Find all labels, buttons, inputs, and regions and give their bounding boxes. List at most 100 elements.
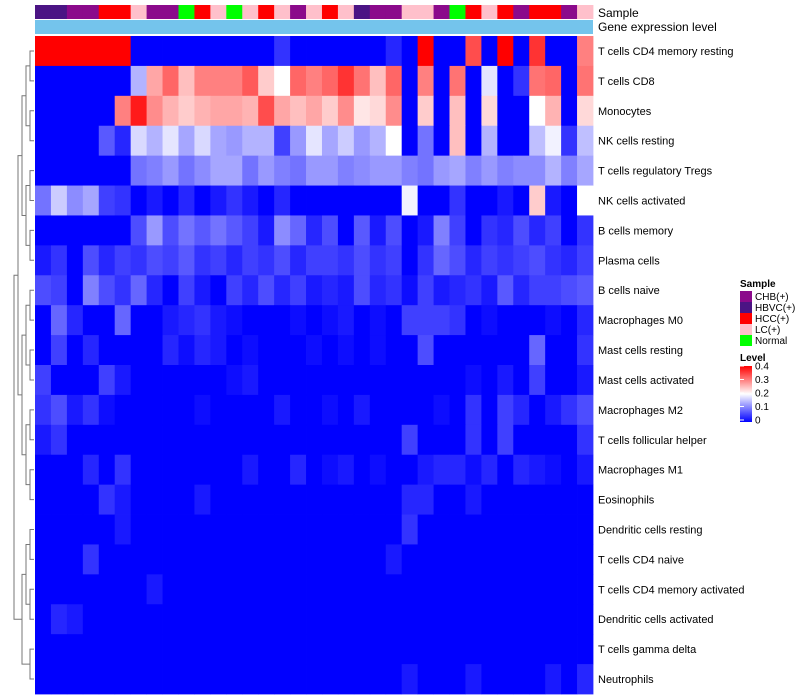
heatmap-cell [545, 454, 562, 486]
heatmap-cell [401, 454, 419, 486]
heatmap-cell [497, 634, 514, 665]
sample-legend-swatch [740, 302, 752, 313]
sample-annotation-cell [545, 5, 562, 19]
heatmap-cell [337, 125, 355, 157]
heatmap-cell [545, 514, 562, 545]
heatmap-cell [82, 65, 100, 97]
heatmap-cell [337, 305, 355, 336]
heatmap-cell [162, 65, 179, 97]
heatmap-cell [481, 65, 498, 97]
heatmap-cell [50, 95, 68, 127]
heatmap-cell [130, 245, 147, 276]
heatmap-cell [274, 95, 291, 127]
heatmap-cell [401, 185, 419, 216]
heatmap-cell [353, 245, 371, 276]
heatmap-cell [178, 65, 195, 97]
heatmap-cell [146, 574, 163, 605]
heatmap-cell [194, 245, 211, 276]
heatmap-cell [321, 36, 339, 67]
heatmap-cell [194, 574, 211, 605]
dendrogram-branch [13, 274, 22, 620]
heatmap-cell [465, 544, 482, 575]
heatmap-cell [50, 185, 68, 216]
heatmap-cell [369, 155, 387, 186]
heatmap-cell [417, 185, 434, 216]
heatmap-cell [35, 185, 52, 216]
heatmap-cell [337, 544, 355, 575]
heatmap-cell [82, 335, 100, 366]
heatmap-cell [50, 275, 68, 306]
heatmap-cell [481, 155, 498, 186]
heatmap-cell [66, 36, 84, 67]
heatmap-cell [513, 36, 530, 67]
heatmap-cell [210, 36, 227, 67]
heatmap-cell [529, 544, 546, 575]
heatmap-cell [258, 185, 275, 216]
heatmap-cell [146, 245, 163, 276]
heatmap-cell [337, 634, 355, 665]
heatmap-cell [513, 65, 530, 97]
heatmap-cell [114, 36, 132, 67]
sample-annotation-cell [178, 5, 195, 19]
heatmap-cell [35, 604, 52, 635]
heatmap-cell [577, 484, 594, 515]
heatmap-cell [258, 215, 275, 246]
heatmap-cell [433, 484, 450, 515]
heatmap-cell [210, 245, 227, 276]
heatmap-cell [290, 394, 307, 426]
heatmap-cell [146, 394, 163, 426]
heatmap-cell [353, 185, 371, 216]
heatmap-cell [290, 305, 307, 336]
heatmap-cell [545, 424, 562, 456]
heatmap-cell [385, 36, 403, 67]
heatmap-cell [50, 514, 68, 545]
heatmap-cell [35, 664, 52, 695]
heatmap-cell [321, 664, 339, 695]
row-label: Eosinophils [598, 495, 655, 507]
heatmap-cell [465, 335, 482, 366]
heatmap-cell [465, 305, 482, 336]
heatmap-cell [481, 514, 498, 545]
heatmap-cell [577, 634, 594, 665]
heatmap-cell [146, 215, 163, 246]
heatmap-cell [130, 305, 147, 336]
heatmap-cell [321, 574, 339, 605]
heatmap-cell [35, 574, 52, 605]
heatmap-cell [401, 424, 419, 456]
heatmap-cell [545, 365, 562, 396]
heatmap-cell [66, 275, 84, 306]
heatmap-cell [385, 454, 403, 486]
heatmap-cell [130, 454, 147, 486]
heatmap-cell [35, 36, 52, 67]
heatmap-cell [337, 574, 355, 605]
heatmap-cell [210, 65, 227, 97]
heatmap-cell [194, 544, 211, 575]
heatmap-cell [82, 275, 100, 306]
heatmap-cell [465, 36, 482, 67]
row-label: B cells memory [598, 225, 674, 237]
sample-annotation-cell [417, 5, 434, 19]
heatmap-cell [481, 335, 498, 366]
heatmap-cell [98, 36, 116, 67]
column-annotation-bars [35, 5, 594, 34]
heatmap-cell [497, 125, 514, 157]
heatmap-cell [290, 36, 307, 67]
heatmap-cell [274, 155, 291, 186]
heatmap-cell [114, 514, 132, 545]
heatmap-cell [513, 125, 530, 157]
heatmap-cell [178, 365, 195, 396]
heatmap-cell [210, 634, 227, 665]
heatmap-cell [50, 245, 68, 276]
heatmap-cell [50, 664, 68, 695]
heatmap-cell [321, 275, 339, 306]
heatmap-cell [337, 394, 355, 426]
heatmap-cell [433, 95, 450, 127]
heatmap-cell [433, 245, 450, 276]
heatmap-cell [481, 215, 498, 246]
heatmap-cell [369, 275, 387, 306]
heatmap-cell [146, 604, 163, 635]
heatmap-cell [274, 604, 291, 635]
heatmap-cell [465, 664, 482, 695]
heatmap-cell [481, 574, 498, 605]
heatmap-cell [417, 424, 434, 456]
